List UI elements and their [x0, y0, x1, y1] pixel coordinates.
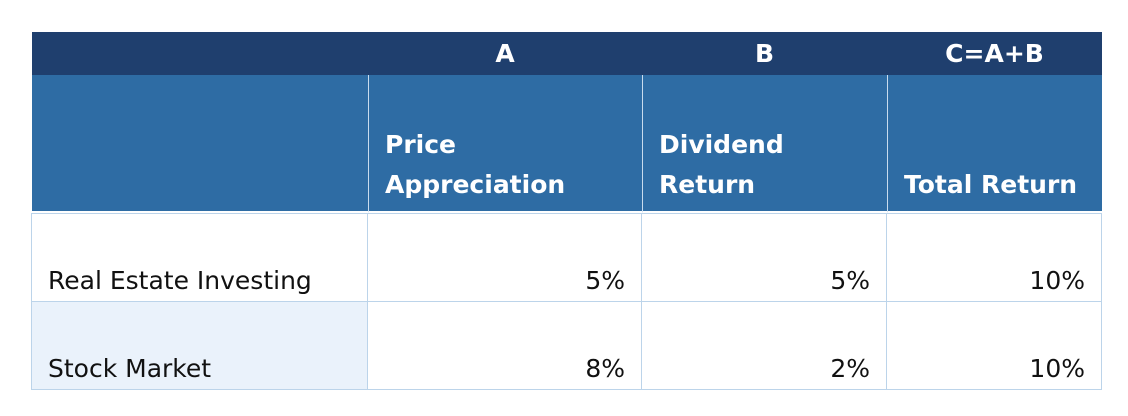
group-label: A	[368, 32, 642, 75]
column-header-text: Dividend Return	[659, 130, 784, 199]
value-cell: 5%	[641, 213, 887, 302]
group-label: B	[642, 32, 887, 75]
value-cell: 8%	[367, 301, 642, 390]
column-header-text: Total Return	[904, 170, 1078, 199]
top-band	[32, 32, 368, 75]
row-label: Real Estate Investing	[31, 213, 368, 302]
value-cell: 10%	[886, 213, 1102, 302]
header-band	[32, 75, 368, 213]
value-cell: 2%	[641, 301, 887, 390]
group-label: C=A+B	[887, 32, 1102, 75]
row-label: Stock Market	[31, 301, 368, 390]
column-header-text: Price Appreciation	[385, 130, 566, 199]
column-header: Price Appreciation	[368, 75, 642, 213]
value-cell: 10%	[886, 301, 1102, 390]
column-header: Total Return	[887, 75, 1102, 213]
value-cell: 5%	[367, 213, 642, 302]
column-header: Dividend Return	[642, 75, 887, 213]
